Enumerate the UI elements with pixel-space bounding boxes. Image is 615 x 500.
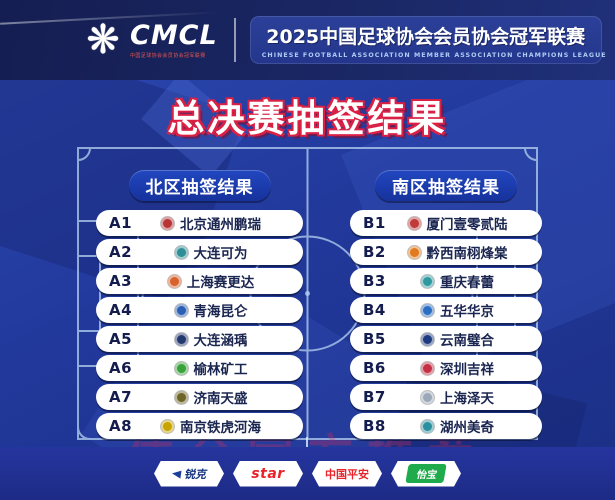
pitch-centerline-tick — [306, 437, 308, 449]
team-name: 深圳吉祥 — [440, 362, 494, 378]
team-name: 大连涵瑀 — [193, 333, 248, 349]
draw-row-a8: A8 南京铁虎河海 — [96, 413, 303, 439]
team-name: 上海泽天 — [440, 391, 494, 407]
team-name: 大连可为 — [193, 246, 248, 262]
draw-row-b4: B4 五华华京 — [350, 297, 542, 323]
cmcl-tagline: 中国足球协会会员协会冠军联赛 — [130, 52, 206, 59]
team-badge-icon — [161, 216, 174, 230]
cmcl-snowflake-icon: ❋ — [86, 17, 120, 63]
draw-row-b2: B2 黔西南栩烽棠 — [350, 239, 542, 265]
slot-label: A6 — [109, 359, 133, 377]
header-divider — [233, 18, 236, 62]
south-draw-column: 南区抽签结果 B1 厦门壹零贰陆 B2 黔西南栩烽棠 B3 重庆春蕾 B4 五华… — [350, 170, 542, 439]
draw-row-a2: A2 大连可为 — [96, 239, 303, 265]
draw-row-a5: A5 大连涵瑀 — [96, 326, 303, 352]
south-column-header: 南区抽签结果 — [375, 170, 517, 201]
draw-row-b5: B5 云南璧合 — [350, 326, 542, 352]
cmcl-brand-text: CMCL — [130, 19, 218, 51]
sponsor-badge-yibao: 怡宝 — [391, 460, 461, 487]
slot-label: A5 — [109, 330, 133, 348]
north-column-header: 北区抽签结果 — [128, 170, 271, 201]
team-name: 厦门壹零贰陆 — [426, 217, 508, 233]
draw-row-a4: A4 青海昆仑 — [96, 297, 303, 323]
team-badge-icon — [421, 332, 434, 346]
draw-row-a1: A1 北京通州鹏瑞 — [96, 210, 303, 236]
draw-row-b3: B3 重庆春蕾 — [350, 268, 542, 294]
draw-row-a6: A6 榆林矿工 — [96, 355, 303, 381]
team-badge-icon — [421, 361, 434, 375]
team-name: 上海赛更达 — [186, 275, 255, 291]
slot-label: B4 — [363, 301, 386, 319]
yibao-green-flag-icon: 怡宝 — [405, 464, 447, 483]
slot-label: B3 — [363, 272, 386, 290]
draw-row-b6: B6 深圳吉祥 — [350, 355, 542, 381]
team-name: 济南天盛 — [193, 391, 248, 407]
team-badge-icon — [407, 216, 421, 230]
sponsor-label: 怡宝 — [416, 470, 436, 481]
sponsor-label: 锐克 — [184, 467, 206, 481]
team-badge-icon — [167, 274, 181, 288]
slot-label: A2 — [109, 243, 133, 261]
slot-label: B8 — [363, 417, 386, 435]
league-title-panel: 2025中国足球协会会员协会冠军联赛 CHINESE FOOTBALL ASSO… — [249, 16, 607, 64]
team-badge-icon — [174, 245, 188, 259]
draw-row-a7: A7 济南天盛 — [96, 384, 303, 410]
slot-label: B2 — [363, 243, 386, 261]
team-name: 重庆春蕾 — [440, 275, 494, 291]
team-name: 湖州美奇 — [440, 420, 494, 436]
cmcl-logo: ❋ CMCL 中国足球协会会员协会冠军联赛 — [82, 20, 218, 60]
draw-row-a3: A3 上海赛更达 — [96, 268, 303, 294]
team-name: 北京通州鹏瑞 — [180, 217, 261, 233]
team-badge-icon — [407, 245, 421, 259]
slot-label: A7 — [109, 388, 133, 406]
page-title: 总决赛抽签结果 — [167, 97, 448, 140]
slot-label: A1 — [109, 214, 133, 232]
team-badge-icon — [421, 274, 434, 288]
team-badge-icon — [421, 390, 434, 404]
team-name: 榆林矿工 — [193, 362, 248, 378]
team-badge-icon — [161, 419, 174, 433]
team-badge-icon — [421, 303, 434, 317]
team-name: 五华华京 — [440, 304, 494, 320]
slot-label: A4 — [109, 301, 133, 319]
team-name: 青海昆仑 — [193, 304, 248, 320]
draw-row-b7: B7 上海泽天 — [350, 384, 542, 410]
slot-label: B7 — [363, 388, 386, 406]
slot-label: B5 — [363, 330, 386, 348]
draw-row-b8: B8 湖州美奇 — [350, 413, 542, 439]
league-title-cn: 2025中国足球协会会员协会冠军联赛 — [266, 26, 586, 48]
north-draw-column: 北区抽签结果 A1 北京通州鹏瑞 A2 大连可为 A3 上海赛更达 A4 青海昆… — [96, 170, 303, 439]
top-header: ❋ CMCL 中国足球协会会员协会冠军联赛 2025中国足球协会会员协会冠军联赛… — [0, 0, 615, 80]
draw-row-b1: B1 厦门壹零贰陆 — [350, 210, 542, 236]
team-badge-icon — [174, 390, 188, 404]
sponsor-badge-star: star — [233, 460, 303, 487]
team-badge-icon — [421, 419, 434, 433]
slot-label: B6 — [363, 359, 386, 377]
sponsor-badge-ruike: 锐克 — [154, 460, 224, 487]
sponsor-bar: 锐克 star 中国平安 怡宝 — [0, 447, 615, 500]
team-name: 南京铁虎河海 — [180, 420, 261, 436]
team-badge-icon — [174, 303, 188, 317]
team-name: 黔西南栩烽棠 — [426, 246, 508, 262]
sponsor-label: 中国平安 — [325, 467, 369, 481]
league-title-en: CHINESE FOOTBALL ASSOCIATION MEMBER ASSO… — [261, 52, 607, 59]
sponsor-label: star — [251, 465, 285, 482]
slot-label: B1 — [363, 214, 386, 232]
slot-label: A3 — [109, 272, 133, 290]
ruike-arrow-icon — [171, 468, 182, 479]
team-badge-icon — [174, 361, 188, 375]
team-name: 云南璧合 — [440, 333, 494, 349]
slot-label: A8 — [109, 417, 133, 435]
sponsor-badge-pingan: 中国平安 — [312, 460, 382, 487]
team-badge-icon — [174, 332, 188, 346]
